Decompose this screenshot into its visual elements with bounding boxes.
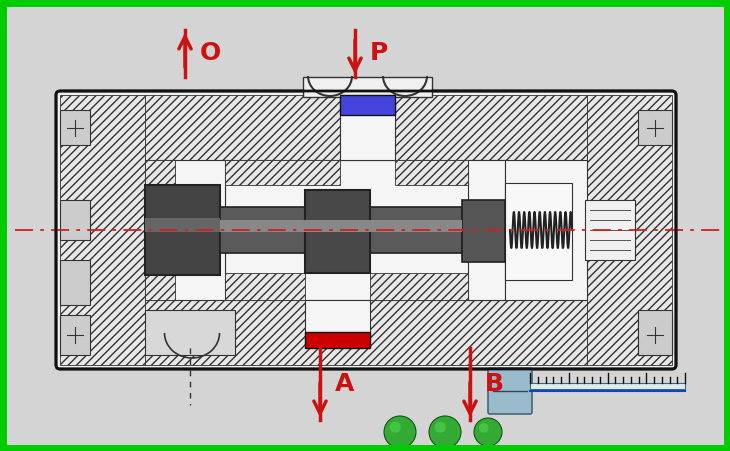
Bar [468, 160, 505, 215]
Bar [60, 110, 90, 145]
Bar [305, 300, 370, 340]
Bar [225, 160, 340, 185]
Bar [225, 160, 505, 300]
Bar [305, 190, 370, 273]
Bar [145, 95, 587, 160]
Bar [145, 160, 225, 210]
Text: A: A [335, 372, 354, 396]
Circle shape [434, 422, 446, 433]
Bar [340, 95, 395, 115]
Bar [220, 220, 462, 232]
Bar [145, 300, 587, 365]
Bar [585, 200, 635, 260]
Bar [220, 207, 462, 253]
Circle shape [429, 416, 461, 448]
Bar [638, 110, 672, 145]
Bar [145, 250, 225, 300]
Bar [305, 332, 370, 348]
Bar [145, 310, 235, 355]
Bar [340, 97, 395, 160]
Text: B: B [485, 372, 504, 396]
Bar [60, 260, 90, 305]
Bar [145, 218, 220, 232]
Bar [638, 315, 672, 355]
Circle shape [384, 416, 416, 448]
Bar [395, 160, 468, 185]
Bar [587, 95, 672, 365]
Bar [462, 200, 505, 262]
Bar [145, 185, 220, 275]
Bar [225, 273, 305, 300]
Bar [638, 310, 672, 355]
Bar [370, 273, 468, 300]
Circle shape [390, 422, 401, 433]
Bar [145, 160, 175, 300]
Bar [60, 95, 145, 365]
Bar [303, 77, 432, 97]
Bar [468, 243, 505, 300]
FancyBboxPatch shape [488, 368, 532, 414]
Bar [60, 315, 90, 355]
Bar [60, 200, 90, 240]
Circle shape [479, 423, 488, 433]
Bar [505, 183, 572, 280]
Bar [505, 160, 587, 300]
Circle shape [474, 418, 502, 446]
Text: O: O [200, 41, 221, 65]
Bar [530, 383, 685, 389]
Text: P: P [370, 41, 388, 65]
FancyBboxPatch shape [56, 91, 676, 369]
